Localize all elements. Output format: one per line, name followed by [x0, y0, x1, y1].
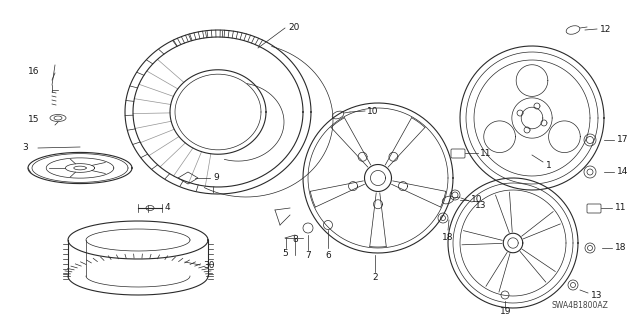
Text: 5: 5 — [282, 249, 288, 257]
Text: 15: 15 — [28, 115, 40, 124]
Text: 10: 10 — [367, 107, 378, 115]
Text: 3: 3 — [22, 144, 28, 152]
Text: 17: 17 — [617, 136, 628, 145]
Text: 8: 8 — [292, 235, 298, 244]
Text: 14: 14 — [617, 167, 628, 176]
Text: 11: 11 — [480, 149, 492, 158]
Text: SWA4B1800AZ: SWA4B1800AZ — [551, 300, 608, 309]
Text: 13: 13 — [591, 291, 602, 300]
Text: 19: 19 — [500, 308, 511, 316]
Text: 12: 12 — [600, 25, 611, 33]
Text: 20: 20 — [288, 23, 300, 32]
Text: 6: 6 — [325, 250, 331, 259]
Text: 18: 18 — [615, 243, 627, 253]
Text: 10: 10 — [471, 196, 483, 204]
Text: 13: 13 — [475, 201, 486, 210]
Text: 18: 18 — [442, 233, 454, 241]
Text: 30: 30 — [203, 261, 214, 270]
Text: 2: 2 — [372, 273, 378, 283]
Text: 9: 9 — [213, 174, 219, 182]
Text: 4: 4 — [165, 204, 171, 212]
Text: 16: 16 — [28, 68, 40, 77]
Text: 7: 7 — [305, 250, 311, 259]
Text: 11: 11 — [615, 204, 627, 212]
Text: 1: 1 — [546, 160, 552, 169]
